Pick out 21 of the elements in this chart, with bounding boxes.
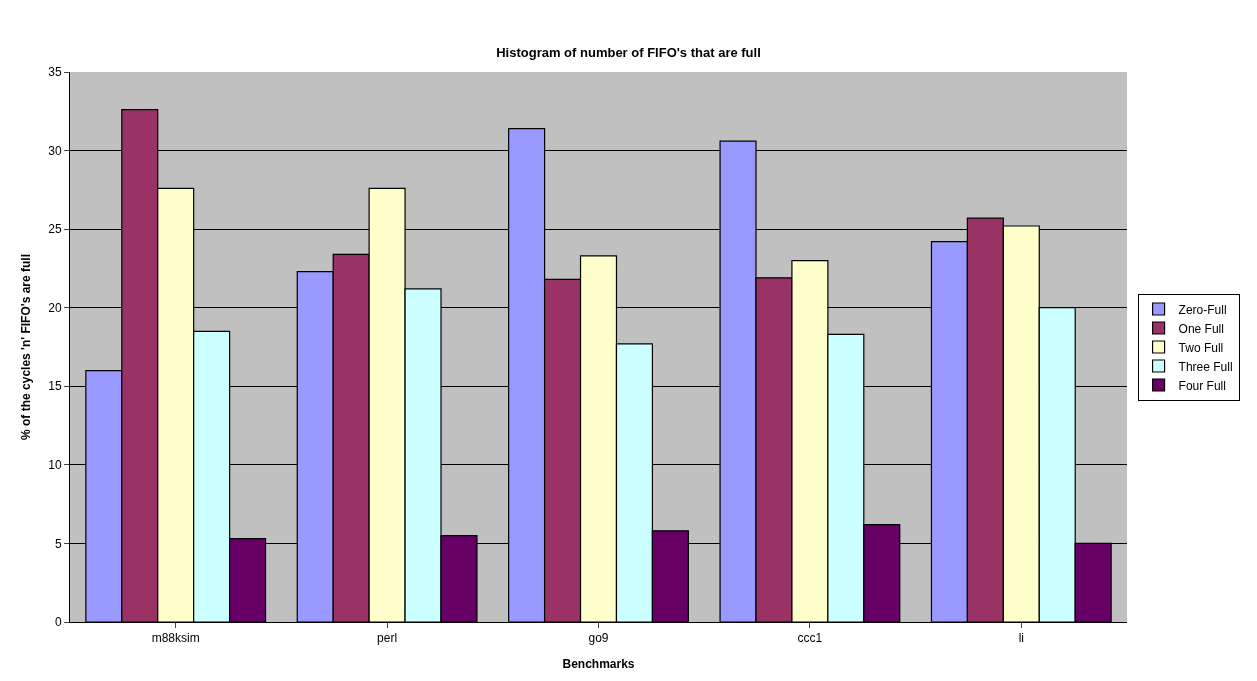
y-tick-label: 35 [48,65,62,80]
legend-label: One Full [1178,321,1224,336]
legend-label: Three Full [1178,359,1233,374]
legend-label: Two Full [1178,340,1224,355]
y-tick-label: 10 [48,458,62,473]
y-tick-label: 5 [54,536,62,551]
y-tick-label: 25 [48,222,62,237]
x-tick-label: li [1018,631,1024,646]
y-tick-label: 30 [48,143,62,158]
x-tick-label: ccc1 [797,631,823,646]
x-tick-label: perl [377,631,398,646]
y-tick-label: 0 [54,615,62,630]
x-axis-title: Benchmarks [562,657,635,672]
y-tick-label: 20 [48,300,62,315]
x-tick-label: m88ksim [151,631,200,646]
legend-label: Four Full [1178,378,1226,393]
chart-title: Histogram of number of FIFO's that are full [496,44,761,60]
y-tick-label: 15 [48,379,62,394]
y-axis-title: % of the cycles 'n' FIFO's are full [18,254,33,440]
legend-label: Zero-Full [1178,302,1227,317]
x-tick-label: go9 [588,631,609,646]
